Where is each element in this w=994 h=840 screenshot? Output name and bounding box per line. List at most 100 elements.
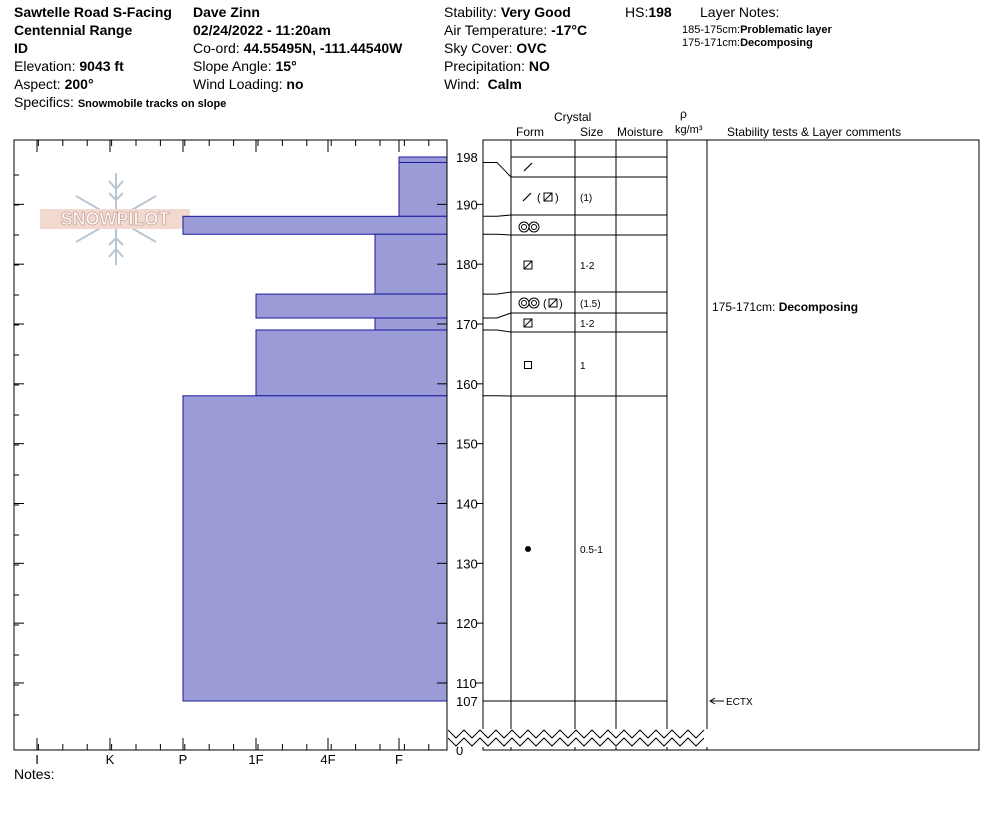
wind-field: Wind: Calm xyxy=(444,76,522,92)
crystal-form-icon xyxy=(518,297,540,309)
wind-loading-value: no xyxy=(286,76,304,92)
crystal-form-icon xyxy=(522,192,532,202)
crystal-size: 1 xyxy=(580,361,586,372)
stability-label: Stability: xyxy=(444,4,497,20)
layer-connector xyxy=(483,329,512,333)
coord-label: Co-ord: xyxy=(193,40,240,56)
depth-axis-label: 120 xyxy=(456,616,478,631)
depth-axis-label: 198 xyxy=(456,150,478,165)
logo-band xyxy=(40,209,190,229)
layer-note: 185-175cm:Problematic layer xyxy=(682,24,832,37)
crystal-form-icon xyxy=(524,361,532,369)
crystal-size: (1) xyxy=(580,193,592,204)
depth-axis-label: 150 xyxy=(456,437,478,452)
layer-connector xyxy=(483,214,512,217)
crystal-sizes: (1) 1-2 (1.5) 1-2 1 0.5-1 xyxy=(580,193,603,556)
hardness-bar xyxy=(182,395,448,702)
depth-axis-label: 130 xyxy=(456,556,478,571)
crystal-size: 1-2 xyxy=(580,261,595,272)
depth-axis-label: 170 xyxy=(456,317,478,332)
crystal-size: (1.5) xyxy=(580,299,601,310)
wind-value: Calm xyxy=(487,76,522,92)
crystal-form-icon xyxy=(525,546,531,552)
layer-comments: 175-171cm: Decomposing ECTX xyxy=(709,300,858,708)
coord-value: 44.55495N, -111.44540W xyxy=(243,40,403,56)
air-temp-label: Air Temperature: xyxy=(444,22,548,38)
hs-value: 198 xyxy=(648,4,672,20)
hardness-bars xyxy=(182,156,448,702)
crystal-size: 1-2 xyxy=(580,319,595,330)
crystal-paren: ( xyxy=(543,298,547,310)
size-header: Size xyxy=(580,125,604,139)
notes-label: Notes: xyxy=(14,766,55,782)
elevation-value: 9043 ft xyxy=(79,58,124,74)
depth-axis-label: 0 xyxy=(456,743,463,758)
hs-field: HS:198 xyxy=(625,4,672,20)
comment-range: 175-171cm: xyxy=(712,300,779,314)
layer-note: 175-171cm:Decomposing xyxy=(682,37,813,50)
slope-label: Slope Angle: xyxy=(193,58,272,74)
aspect-value: 200° xyxy=(64,76,94,92)
stability-value: Very Good xyxy=(500,4,571,20)
hardness-bar xyxy=(255,329,448,397)
specifics-field: Specifics: Snowmobile tracks on slope xyxy=(14,94,226,111)
depth-axis-label: 160 xyxy=(456,377,478,392)
depth-axis-label: 190 xyxy=(456,197,478,212)
hardness-bar xyxy=(182,215,448,235)
range-name: Centennial Range xyxy=(14,22,133,38)
layer-note-text: Problematic layer xyxy=(740,24,832,36)
slope-value: 15° xyxy=(275,58,297,74)
break-zigzag-bottom xyxy=(447,737,705,747)
logo-text: SNOWPILOT xyxy=(61,209,170,229)
specifics-label: Specifics: xyxy=(14,94,74,110)
form-header: Form xyxy=(516,125,544,139)
slope-field: Slope Angle: 15° xyxy=(193,58,297,74)
depth-axis-label: 140 xyxy=(456,496,478,511)
crystal-size: 0.5-1 xyxy=(580,545,603,556)
coord-field: Co-ord: 44.55495N, -111.44540W xyxy=(193,40,402,56)
hardness-tick-label: P xyxy=(179,752,188,767)
layer-connector xyxy=(483,312,512,319)
sky-cover-value: OVC xyxy=(516,40,547,56)
profile-table-frame xyxy=(482,139,980,751)
sky-cover-field: Sky Cover: OVC xyxy=(444,40,547,56)
observation-datetime: 02/24/2022 - 11:20am xyxy=(193,22,331,38)
crystal-paren: ( xyxy=(537,192,541,204)
elevation-field: Elevation: 9043 ft xyxy=(14,58,124,74)
crystal-form-icon xyxy=(518,221,540,233)
layer-connector xyxy=(483,161,512,178)
precip-value: NO xyxy=(528,58,550,74)
state-name: ID xyxy=(14,40,28,56)
hardness-bar xyxy=(374,233,448,295)
crystal-form-icon xyxy=(523,318,533,328)
hardness-bar xyxy=(374,317,448,331)
density-symbol: ρ xyxy=(680,107,687,121)
crystal-form-icon xyxy=(523,162,533,172)
crystal-paren: ) xyxy=(555,192,559,204)
comment-text: Decomposing xyxy=(779,300,858,314)
specifics-value: Snowmobile tracks on slope xyxy=(77,98,227,110)
layer-notes-label: Layer Notes: xyxy=(700,4,780,20)
layer-lines xyxy=(483,156,667,702)
depth-axis-label: 110 xyxy=(456,676,477,691)
depth-axis-label: 180 xyxy=(456,257,478,272)
sky-cover-label: Sky Cover: xyxy=(444,40,513,56)
hardness-tick-label: 4F xyxy=(320,752,335,767)
layer-connector xyxy=(483,233,512,236)
elevation-label: Elevation: xyxy=(14,58,76,74)
air-temp-value: -17°C xyxy=(551,22,588,38)
hardness-ticks: I K P 1F 4F F xyxy=(13,140,430,767)
stability-field: Stability: Very Good xyxy=(444,4,571,20)
location-name: Sawtelle Road S-Facing xyxy=(14,4,172,20)
crystal-paren: ) xyxy=(559,298,563,310)
crystal-glyphs: () () xyxy=(518,162,563,552)
density-unit: kg/m³ xyxy=(675,124,703,136)
moisture-header: Moisture xyxy=(617,125,664,139)
hardness-tick-label: F xyxy=(395,752,403,767)
crystal-header: Crystal xyxy=(554,110,592,124)
left-depth-ticks xyxy=(14,174,447,716)
test-arrow-head xyxy=(709,697,716,705)
hardness-tick-label: 1F xyxy=(248,752,263,767)
air-temp-field: Air Temperature: -17°C xyxy=(444,22,587,38)
